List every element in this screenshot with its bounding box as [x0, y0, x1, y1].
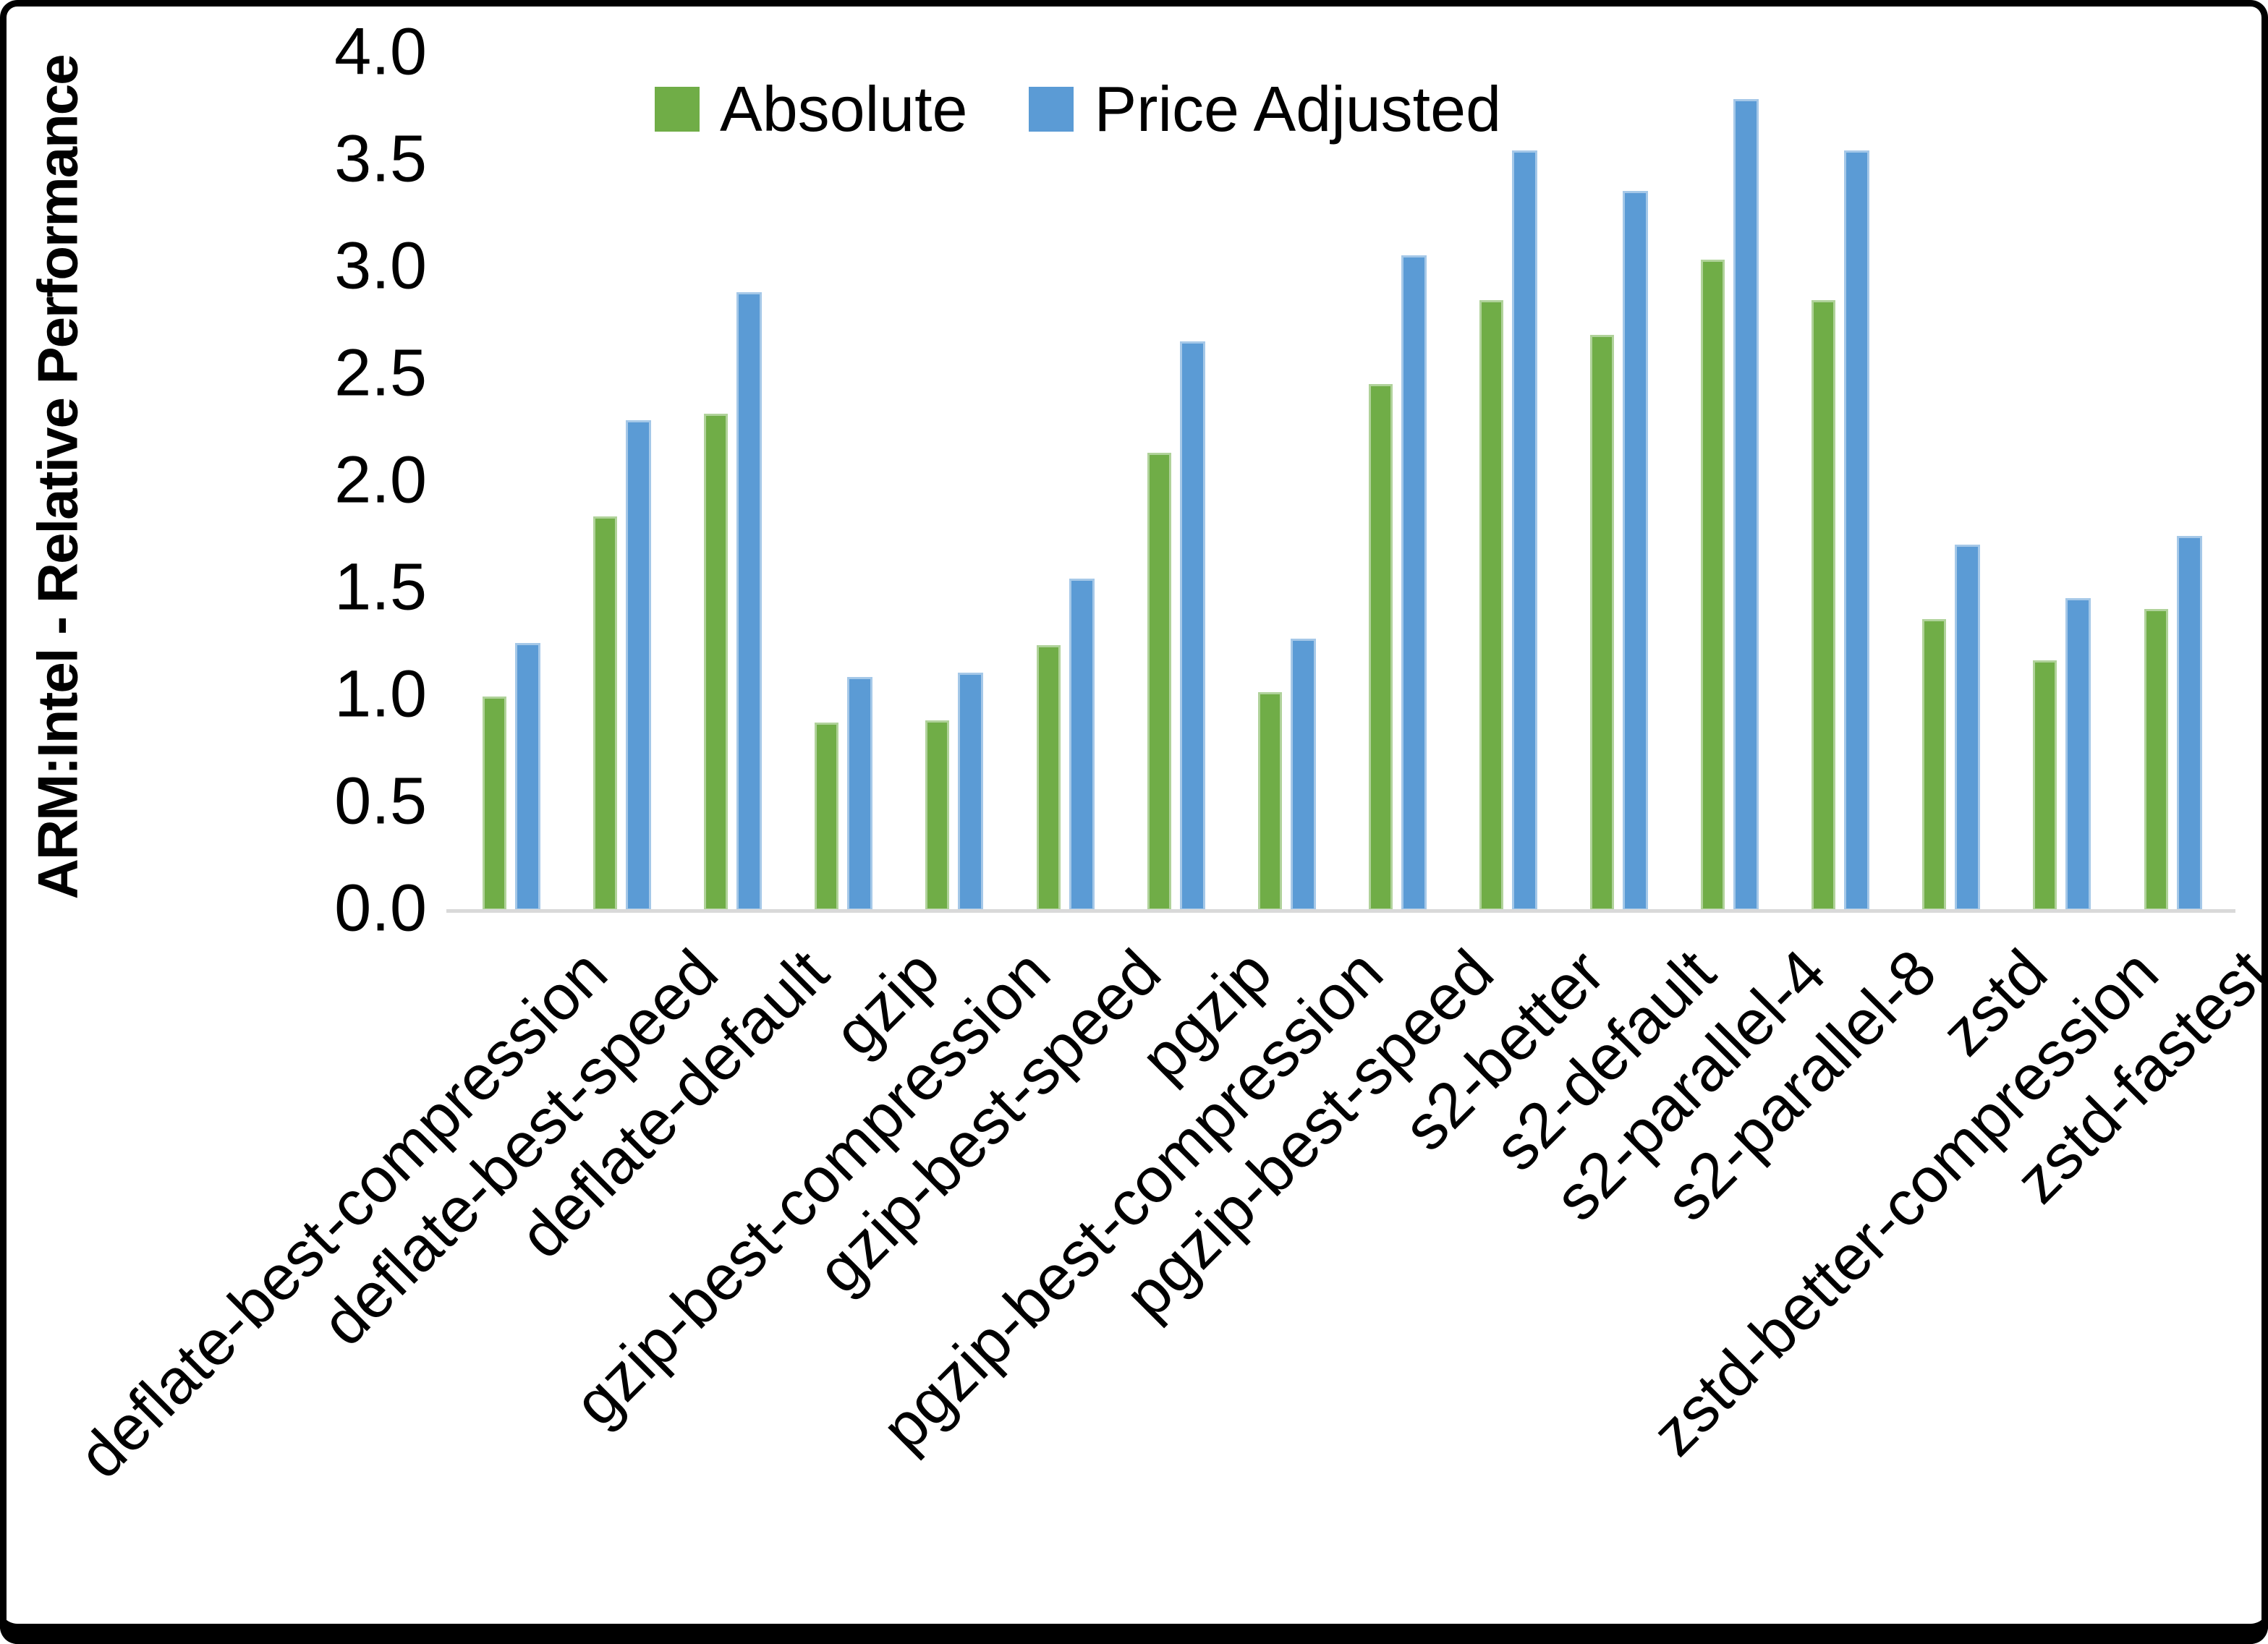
y-axis-tick-label: 0.5 — [334, 764, 427, 838]
y-axis-tick-label: 0.0 — [334, 871, 427, 945]
legend-swatch-icon — [1029, 87, 1074, 132]
bar-price-adjusted — [736, 291, 763, 911]
y-axis-tick-label: 1.5 — [334, 550, 427, 624]
bar-absolute — [1257, 692, 1282, 911]
legend-item-absolute: Absolute — [655, 72, 967, 146]
bar-absolute — [1812, 300, 1836, 911]
bar-absolute — [1368, 383, 1393, 911]
bar-price-adjusted — [626, 420, 652, 911]
bar-absolute — [483, 697, 506, 911]
bar-price-adjusted — [847, 677, 873, 911]
bar-absolute — [1590, 334, 1614, 911]
bar-absolute — [704, 414, 729, 911]
bar-absolute — [2033, 660, 2057, 911]
bar-price-adjusted — [1069, 579, 1095, 911]
bar-price-adjusted — [1179, 341, 1205, 911]
bar-price-adjusted — [1844, 150, 1870, 911]
bar-absolute — [2144, 608, 2168, 911]
bar-price-adjusted — [1401, 255, 1427, 911]
bar-absolute — [925, 720, 950, 911]
y-axis-tick-label: 3.0 — [334, 229, 427, 303]
bar-absolute — [1701, 260, 1725, 911]
legend-label: Absolute — [720, 73, 968, 145]
y-axis-tick-label: 4.0 — [334, 14, 427, 89]
bar-price-adjusted — [1511, 150, 1537, 911]
legend-label: Price Adjusted — [1094, 73, 1502, 145]
bar-price-adjusted — [1623, 191, 1648, 911]
legend: Absolute Price Adjusted — [655, 72, 1501, 146]
y-axis-tick-label: 1.0 — [334, 657, 427, 731]
bar-absolute — [593, 516, 618, 911]
bar-price-adjusted — [2065, 597, 2091, 911]
bar-absolute — [1147, 452, 1171, 911]
bar-absolute — [815, 722, 839, 911]
legend-item-price-adjusted: Price Adjusted — [1029, 72, 1501, 146]
bar-absolute — [1479, 300, 1503, 911]
y-axis-title: ARM:Intel - Relative Performance — [25, 55, 90, 900]
bar-absolute — [1922, 619, 1947, 911]
bar-price-adjusted — [1290, 639, 1316, 911]
y-axis-tick-label: 2.0 — [334, 443, 427, 517]
bar-price-adjusted — [1733, 99, 1759, 911]
bar-price-adjusted — [515, 643, 540, 911]
bar-price-adjusted — [2176, 536, 2202, 911]
bar-absolute — [1036, 644, 1061, 911]
y-axis-tick-label: 2.5 — [334, 336, 427, 410]
x-axis-line — [446, 909, 2235, 913]
legend-swatch-icon — [655, 87, 700, 132]
y-axis-tick-label: 3.5 — [334, 122, 427, 196]
bar-price-adjusted — [958, 673, 984, 911]
bar-price-adjusted — [1955, 544, 1981, 911]
